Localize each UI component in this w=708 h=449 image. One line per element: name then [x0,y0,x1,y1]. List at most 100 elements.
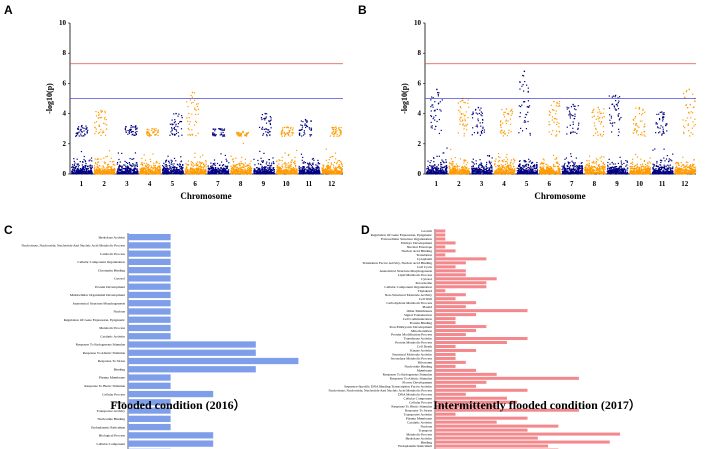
snp-point [472,170,474,172]
snp-point [312,167,314,169]
snp-point [513,172,515,175]
snp-point [532,164,535,167]
snp-point [301,171,303,173]
snp-point [186,101,188,103]
snp-point [440,162,442,164]
snp-point [511,111,514,113]
snp-point [73,164,76,166]
snp-point [239,134,242,136]
snp-point [498,160,500,162]
snp-point [264,166,266,168]
snp-point [508,132,510,134]
snp-point [500,172,502,174]
snp-point [181,169,184,171]
snp-point [480,132,483,134]
snp-point [192,171,195,173]
snp-point [474,109,477,111]
snp-point [158,166,161,168]
snp-point [338,170,340,173]
snp-point [218,169,220,171]
peak-point [335,126,337,128]
snp-point [95,168,98,170]
snp-point [97,173,100,175]
snp-point [323,170,325,172]
snp-point [95,130,97,133]
snp-point [472,158,474,160]
snp-point [262,133,265,135]
snp-point [200,168,202,170]
snp-point [136,168,138,170]
snp-point [488,160,490,162]
snp-point [105,171,107,174]
snp-point [475,112,477,114]
snp-point [300,129,303,131]
snp-point [462,113,464,115]
snp-point [485,163,488,166]
snp-point [103,157,105,159]
snp-point [73,160,75,163]
snp-point [94,169,96,171]
snp-point [118,172,121,174]
snp-point [464,170,466,173]
snp-point [458,172,461,174]
snp-point [461,169,463,172]
snp-point [159,168,161,171]
snp-point [99,168,101,171]
snp-point [103,118,106,120]
snp-point [309,172,311,174]
snp-point [494,164,496,166]
snp-point [450,173,453,175]
snp-point [190,171,192,173]
snp-point [133,171,135,173]
snp-point [451,170,453,172]
x-tick-label: 9 [262,180,266,188]
snp-point [241,166,243,169]
snp-point [177,126,179,128]
snp-point [97,172,100,174]
snp-point [100,173,103,175]
snp-point [176,167,178,169]
snp-point [309,173,312,175]
snp-point [485,168,487,170]
snp-point [246,165,248,167]
snp-point [119,169,121,171]
snp-point [444,168,447,170]
snp-point [317,172,319,174]
snp-point [482,127,484,129]
snp-point [173,166,175,169]
snp-point [486,161,488,164]
snp-point [223,172,225,175]
snp-point [237,169,239,172]
snp-point [432,167,435,170]
snp-point [88,170,90,172]
snp-point [187,134,189,136]
snp-point [463,132,465,135]
snp-point [325,168,327,170]
snp-point [235,157,237,159]
snp-point [246,170,248,173]
snp-point [502,173,504,175]
snp-point [239,168,241,170]
snp-point [213,167,215,170]
snp-point [143,166,145,169]
snp-point [241,170,243,172]
snp-point [338,172,341,174]
snp-point [146,164,149,166]
snp-point [272,167,274,169]
snp-point [302,173,304,175]
chromosome-points [139,128,162,175]
snp-point [495,158,497,160]
snp-point [507,166,509,168]
snp-point [109,169,111,171]
snp-point [181,170,183,172]
snp-point [200,166,202,169]
snp-point [237,171,239,173]
snp-point [477,120,479,122]
snp-point [201,169,203,172]
snp-point [159,172,162,175]
snp-point [467,99,469,101]
snp-point [490,170,493,172]
chromosome-points [426,88,448,175]
snp-point [133,168,135,170]
snp-point [260,172,263,175]
